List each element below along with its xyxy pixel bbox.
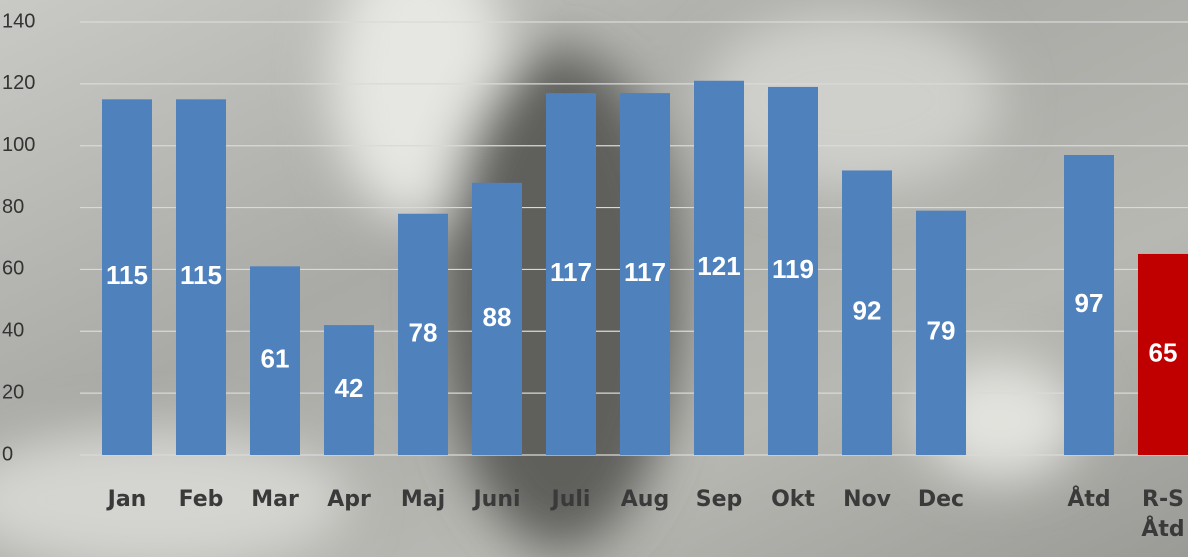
y-tick-label: 100	[2, 134, 35, 156]
value-label: 117	[624, 257, 666, 287]
x-tick-label: Aug	[608, 485, 682, 515]
value-label: 92	[853, 296, 882, 326]
y-tick-label: 120	[2, 72, 35, 94]
x-tick-label-box: Mar	[238, 485, 312, 557]
x-tick-label: Nov	[830, 485, 904, 515]
y-tick-label: 140	[2, 10, 35, 32]
value-label: 42	[335, 373, 364, 403]
y-tick-label: 0	[2, 443, 13, 465]
value-label: 115	[106, 260, 148, 290]
x-tick-label: Juni	[460, 485, 534, 515]
x-tick-label: R-S Åtd	[1126, 485, 1188, 545]
x-tick-label-box: R-S Åtd	[1126, 485, 1188, 557]
y-tick-label: 20	[2, 381, 24, 403]
value-label: 78	[409, 317, 438, 347]
x-tick-label: Apr	[312, 485, 386, 515]
x-tick-label-box: Okt	[756, 485, 830, 557]
x-tick-label: Åtd	[1052, 485, 1126, 515]
value-label: 121	[697, 251, 740, 281]
x-tick-label: Mar	[238, 485, 312, 515]
x-tick-label-box: Jan	[90, 485, 164, 557]
x-tick-label-box: Sep	[682, 485, 756, 557]
value-label: 117	[550, 257, 592, 287]
x-tick-label-box: Apr	[312, 485, 386, 557]
x-tick-label-box: Aug	[608, 485, 682, 557]
value-label: 88	[483, 302, 512, 332]
x-tick-label: Juli	[534, 485, 608, 515]
y-tick-label: 40	[2, 320, 24, 342]
chart: 0 20 40 60 80 100 120 140 Jan 115 Feb 115 Mar 61 Apr 42…	[0, 0, 1188, 557]
x-tick-label-box: Nov	[830, 485, 904, 557]
value-label: 79	[927, 316, 956, 346]
x-tick-label-box: Feb	[164, 485, 238, 557]
x-tick-label: Feb	[164, 485, 238, 515]
value-label: 97	[1075, 288, 1104, 318]
y-tick-label: 80	[2, 196, 24, 218]
x-tick-label: Okt	[756, 485, 830, 515]
x-tick-label: Jan	[90, 485, 164, 515]
x-tick-label-box: Juli	[534, 485, 608, 557]
x-tick-label-box: Maj	[386, 485, 460, 557]
x-tick-label-box: Dec	[904, 485, 978, 557]
x-tick-label-box: Juni	[460, 485, 534, 557]
y-tick-label: 60	[2, 258, 24, 280]
value-label: 65	[1149, 337, 1178, 367]
x-tick-label: Dec	[904, 485, 978, 515]
x-tick-label-box: Åtd	[1052, 485, 1126, 557]
value-label: 119	[772, 254, 814, 284]
value-label: 61	[261, 344, 290, 374]
page: {"chart_data": {"type": "bar", "categori…	[0, 0, 1188, 557]
x-tick-label: Sep	[682, 485, 756, 515]
x-tick-label: Maj	[386, 485, 460, 515]
value-label: 115	[180, 260, 222, 290]
